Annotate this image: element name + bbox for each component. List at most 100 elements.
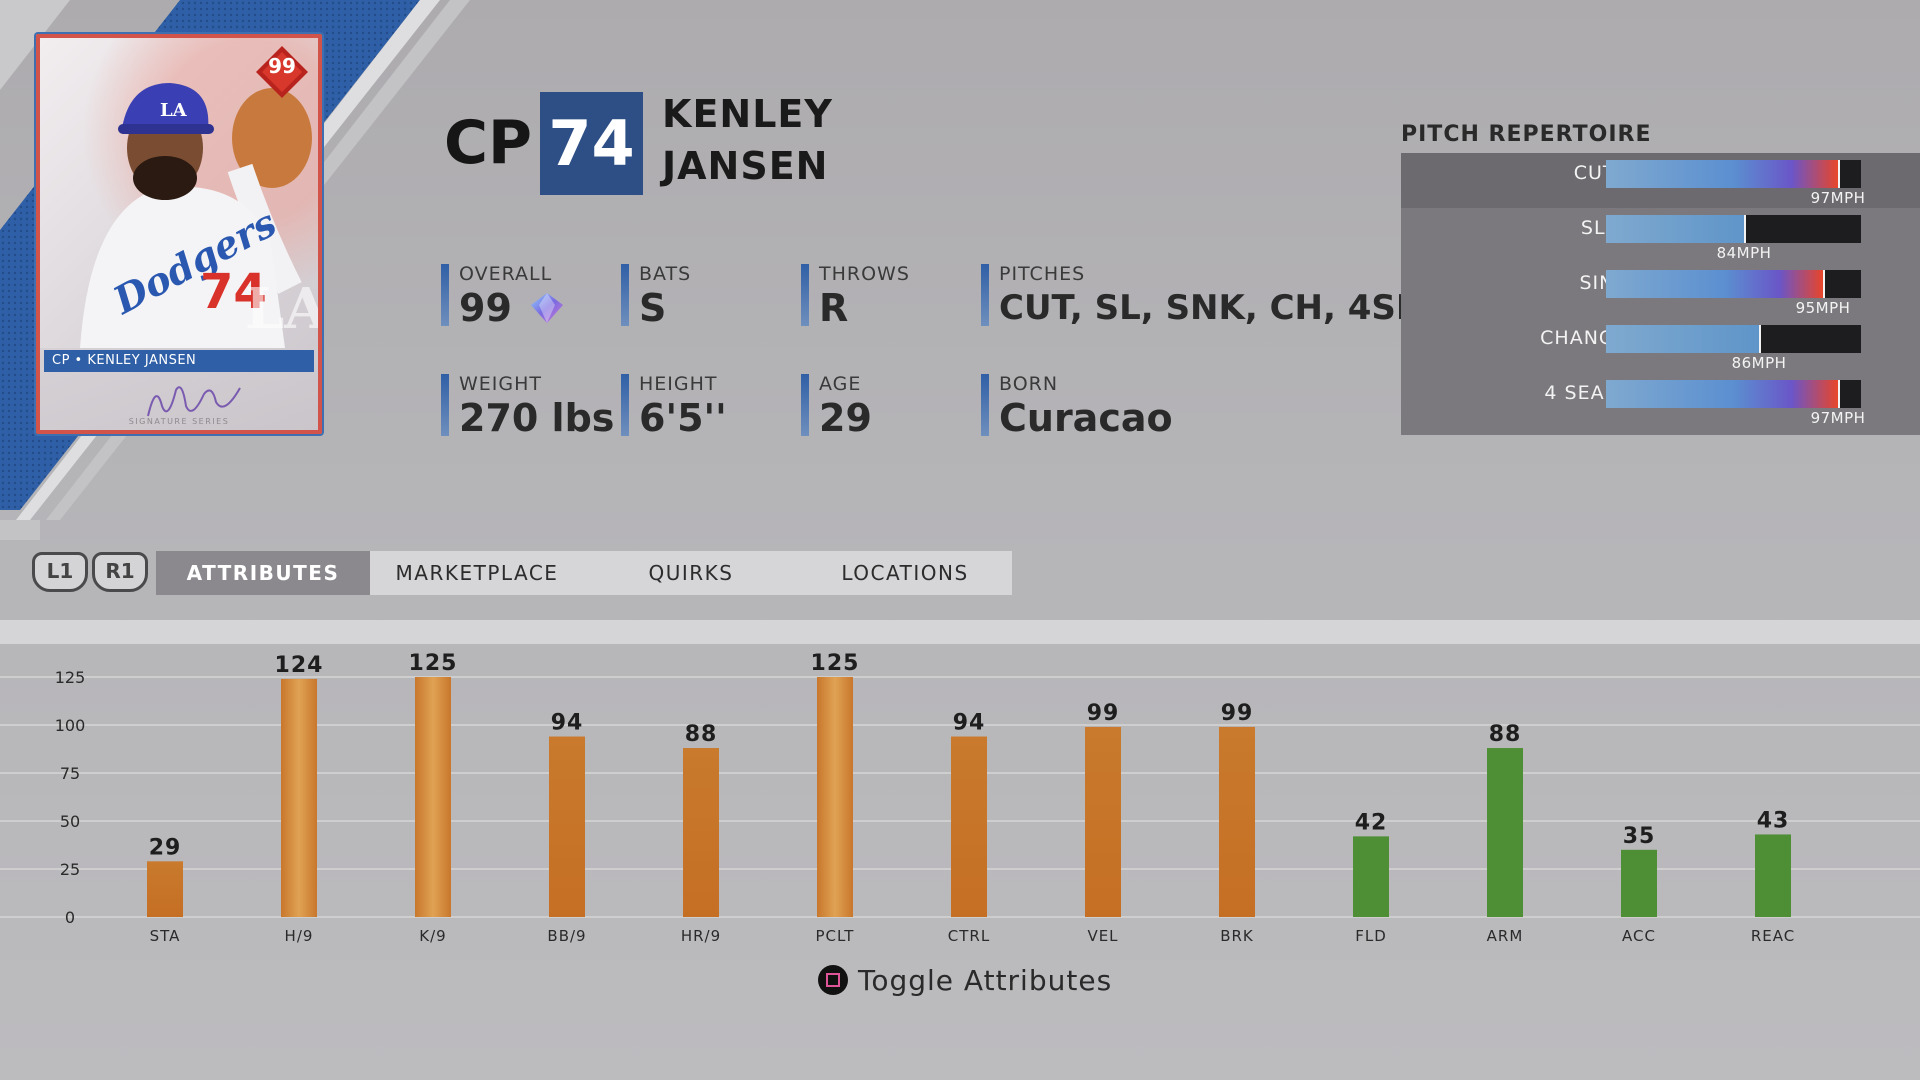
player-image-icon: Dodgers 74 LA LA xyxy=(80,83,318,348)
pitch-mph: 97MPH xyxy=(1810,409,1866,427)
attribute-bar-bb-9 xyxy=(549,736,585,917)
attribute-bar-hr-9 xyxy=(683,748,719,917)
bar-value-label: 94 xyxy=(551,711,584,736)
attribute-bar-reac xyxy=(1755,834,1791,917)
player-card: Dodgers 74 LA LA 99 CP • KENLEY JANSEN S… xyxy=(36,34,322,434)
bar-value-label: 43 xyxy=(1757,808,1790,833)
tab-bar: ATTRIBUTES MARKETPLACE QUIRKS LOCATIONS xyxy=(156,551,1012,595)
toggle-attributes-label: Toggle Attributes xyxy=(858,964,1113,997)
pitch-row-changeup[interactable]: CHANGEUP 86MPH xyxy=(1401,318,1920,373)
repertoire-title: PITCH REPERTOIRE xyxy=(1401,122,1652,147)
category-label: ARM xyxy=(1487,927,1524,945)
svg-text:LA: LA xyxy=(245,276,318,342)
bar-value-label: 29 xyxy=(149,835,182,860)
category-label: K/9 xyxy=(419,927,446,945)
stat-height: HEIGHT 6'5'' xyxy=(621,372,727,440)
stat-throws-value: R xyxy=(819,286,849,330)
bar-value-label: 124 xyxy=(275,653,324,678)
pitch-row-4-seam-fb[interactable]: 4 SEAM FB 97MPH xyxy=(1401,373,1920,428)
square-button-icon xyxy=(818,965,848,995)
pitch-mph: 86MPH xyxy=(1731,354,1787,372)
category-label: BB/9 xyxy=(547,927,586,945)
category-label: H/9 xyxy=(285,927,314,945)
card-rating: 99 xyxy=(268,54,296,78)
attribute-bar-vel xyxy=(1085,726,1121,917)
svg-text:74: 74 xyxy=(200,264,267,320)
stat-age-value: 29 xyxy=(819,396,872,440)
pitch-row-sinker[interactable]: SINKER 95MPH xyxy=(1401,263,1920,318)
bar-value-label: 125 xyxy=(811,651,860,676)
stat-born-value: Curacao xyxy=(999,396,1173,440)
pitch-row-cutter[interactable]: CUTTER 97MPH xyxy=(1401,153,1920,208)
attribute-bar-ctrl xyxy=(951,736,987,917)
player-first-name: KENLEY xyxy=(662,92,833,136)
player-position: CP xyxy=(444,108,533,178)
pitch-velocity-fill xyxy=(1606,160,1840,188)
card-rating-badge: 99 xyxy=(254,44,310,100)
tab-quirks[interactable]: QUIRKS xyxy=(648,561,734,585)
repertoire-panel: CUTTER 97MPH SLIDER 84MPH SINKER 95MPH C… xyxy=(1401,153,1920,435)
pitch-velocity-fill xyxy=(1606,325,1761,353)
bar-value-label: 99 xyxy=(1087,701,1120,726)
stat-pitches: PITCHES CUT, SL, SNK, CH, 4SFB xyxy=(981,262,1445,330)
stat-born-label: BORN xyxy=(999,373,1059,395)
svg-text:LA: LA xyxy=(160,100,188,121)
category-label: HR/9 xyxy=(681,927,721,945)
diamond-icon xyxy=(531,293,564,323)
tab-attributes[interactable]: ATTRIBUTES xyxy=(156,551,370,595)
pitch-velocity-fill xyxy=(1606,380,1840,408)
player-number: 74 xyxy=(540,92,643,195)
bar-value-label: 35 xyxy=(1623,824,1656,849)
tab-marketplace[interactable]: MARKETPLACE xyxy=(395,561,559,585)
bar-value-label: 42 xyxy=(1355,810,1388,835)
attribute-bar-arm xyxy=(1487,748,1523,917)
pitch-velocity-fill xyxy=(1606,215,1746,243)
pitch-mph: 97MPH xyxy=(1810,189,1866,207)
stat-bats-value: S xyxy=(639,286,667,330)
stat-height-label: HEIGHT xyxy=(639,373,718,395)
bar-value-label: 125 xyxy=(409,651,458,676)
pitch-velocity-bar xyxy=(1606,160,1861,188)
stat-bats-label: BATS xyxy=(639,263,692,285)
card-series-label: SIGNATURE SERIES xyxy=(128,417,230,426)
pitch-velocity-bar xyxy=(1606,215,1861,243)
category-label: BRK xyxy=(1220,927,1254,945)
player-last-name: JANSEN xyxy=(662,144,829,188)
pitch-mph: 84MPH xyxy=(1716,244,1772,262)
y-tick-label: 50 xyxy=(60,812,80,831)
r1-button[interactable]: R1 xyxy=(92,552,148,592)
bar-value-label: 88 xyxy=(1489,722,1522,747)
category-label: PCLT xyxy=(816,927,855,945)
y-tick-label: 25 xyxy=(60,860,80,879)
attribute-bar-brk xyxy=(1219,726,1255,917)
diamond-badge-icon xyxy=(256,46,308,98)
l1-button[interactable]: L1 xyxy=(32,552,88,592)
attributes-chart: 0 25 50 75 100 125 29 STA 124 H/9 125 K/9 94 BB/9 88 HR… xyxy=(0,651,1920,945)
category-label: VEL xyxy=(1087,927,1118,945)
bar-value-label: 99 xyxy=(1221,701,1254,726)
stat-pitches-value: CUT, SL, SNK, CH, 4SFB xyxy=(999,288,1446,328)
pitch-velocity-bar xyxy=(1606,380,1861,408)
player-portrait: Dodgers 74 LA LA xyxy=(40,38,318,348)
card-nameplate: CP • KENLEY JANSEN xyxy=(44,350,314,372)
stat-age: AGE 29 xyxy=(801,372,872,440)
pitch-velocity-bar xyxy=(1606,270,1861,298)
stat-age-label: AGE xyxy=(819,373,862,395)
stat-throws: THROWS R xyxy=(801,262,910,330)
category-label: STA xyxy=(150,927,181,945)
pitch-row-slider[interactable]: SLIDER 84MPH xyxy=(1401,208,1920,263)
stat-overall: OVERALL 99 xyxy=(441,262,567,330)
stat-height-value: 6'5'' xyxy=(639,396,727,440)
tab-locations[interactable]: LOCATIONS xyxy=(841,561,969,585)
stat-weight-label: WEIGHT xyxy=(459,373,543,395)
attribute-bar-acc xyxy=(1621,849,1657,917)
attribute-bar-k-9 xyxy=(415,677,451,917)
toggle-attributes-hint[interactable]: Toggle Attributes xyxy=(818,964,1112,997)
y-tick-label: 0 xyxy=(65,908,75,927)
stat-overall-value: 99 xyxy=(459,286,512,330)
stat-overall-label: OVERALL xyxy=(459,263,553,285)
stat-throws-label: THROWS xyxy=(819,263,910,285)
stat-overall-value-wrap: 99 xyxy=(459,286,567,330)
stat-weight: WEIGHT 270 lbs xyxy=(441,372,614,440)
bar-value-label: 94 xyxy=(953,711,986,736)
